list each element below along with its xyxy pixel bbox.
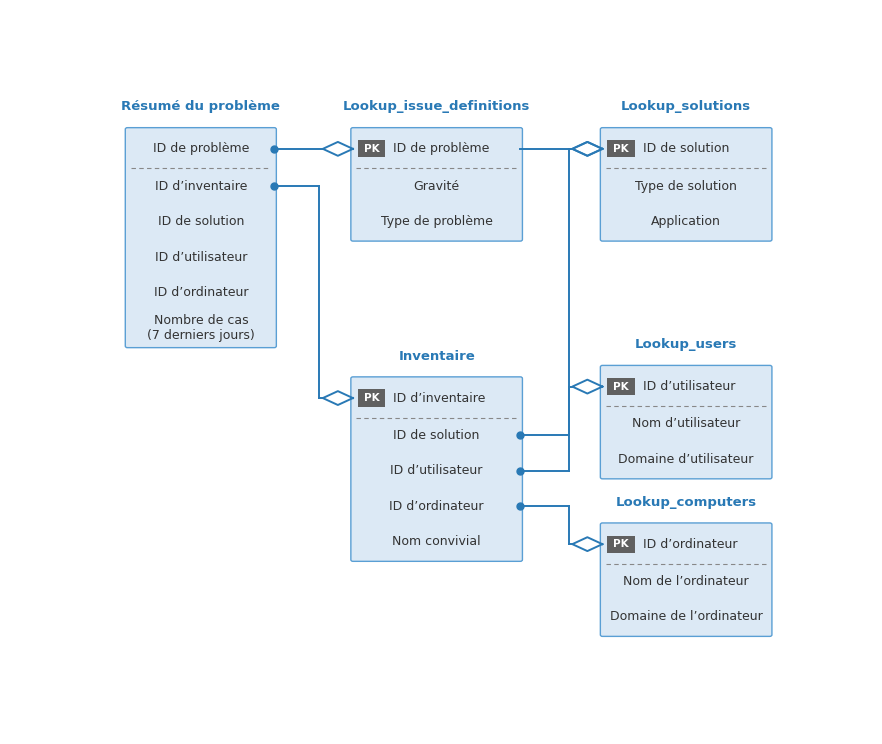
Text: Type de problème: Type de problème bbox=[381, 215, 492, 228]
FancyBboxPatch shape bbox=[358, 389, 385, 407]
Text: Nombre de cas
(7 derniers jours): Nombre de cas (7 derniers jours) bbox=[147, 314, 255, 342]
Text: Domaine de l’ordinateur: Domaine de l’ordinateur bbox=[609, 610, 763, 623]
Text: Inventaire: Inventaire bbox=[399, 350, 475, 362]
Text: ID d’inventaire: ID d’inventaire bbox=[154, 179, 247, 193]
Text: Résumé du problème: Résumé du problème bbox=[122, 100, 280, 113]
FancyBboxPatch shape bbox=[607, 141, 634, 158]
Text: ID de solution: ID de solution bbox=[393, 429, 480, 442]
Text: PK: PK bbox=[363, 144, 379, 154]
Text: PK: PK bbox=[613, 382, 629, 391]
Text: ID d’ordinateur: ID d’ordinateur bbox=[389, 500, 484, 513]
Text: Application: Application bbox=[651, 215, 721, 228]
Text: ID de problème: ID de problème bbox=[153, 142, 249, 155]
Text: Type de solution: Type de solution bbox=[635, 179, 737, 193]
Text: ID d’utilisateur: ID d’utilisateur bbox=[391, 464, 482, 478]
Text: Nom d’utilisateur: Nom d’utilisateur bbox=[632, 417, 740, 430]
Text: Lookup_issue_definitions: Lookup_issue_definitions bbox=[343, 100, 530, 113]
Text: ID de problème: ID de problème bbox=[393, 142, 490, 155]
Text: ID d’ordinateur: ID d’ordinateur bbox=[643, 538, 737, 551]
FancyBboxPatch shape bbox=[351, 377, 522, 561]
Text: ID d’utilisateur: ID d’utilisateur bbox=[643, 380, 735, 393]
Text: ID d’ordinateur: ID d’ordinateur bbox=[153, 286, 248, 299]
Text: PK: PK bbox=[613, 144, 629, 154]
FancyBboxPatch shape bbox=[607, 378, 634, 395]
FancyBboxPatch shape bbox=[351, 128, 522, 241]
FancyBboxPatch shape bbox=[601, 523, 772, 636]
Text: Lookup_solutions: Lookup_solutions bbox=[621, 100, 751, 113]
Text: Lookup_users: Lookup_users bbox=[635, 338, 737, 351]
Text: ID d’utilisateur: ID d’utilisateur bbox=[154, 251, 247, 263]
Text: ID de solution: ID de solution bbox=[158, 215, 244, 228]
FancyBboxPatch shape bbox=[358, 141, 385, 158]
FancyBboxPatch shape bbox=[601, 365, 772, 479]
FancyBboxPatch shape bbox=[601, 128, 772, 241]
FancyBboxPatch shape bbox=[125, 128, 276, 347]
Text: Nom de l’ordinateur: Nom de l’ordinateur bbox=[624, 575, 749, 588]
Text: PK: PK bbox=[363, 393, 379, 403]
FancyBboxPatch shape bbox=[607, 536, 634, 553]
Text: Domaine d’utilisateur: Domaine d’utilisateur bbox=[618, 453, 754, 466]
Text: ID de solution: ID de solution bbox=[643, 142, 729, 155]
Text: Lookup_computers: Lookup_computers bbox=[616, 496, 757, 509]
Text: Gravité: Gravité bbox=[414, 179, 460, 193]
Text: Nom convivial: Nom convivial bbox=[392, 536, 481, 548]
Text: ID d’inventaire: ID d’inventaire bbox=[393, 391, 486, 405]
Text: PK: PK bbox=[613, 539, 629, 549]
